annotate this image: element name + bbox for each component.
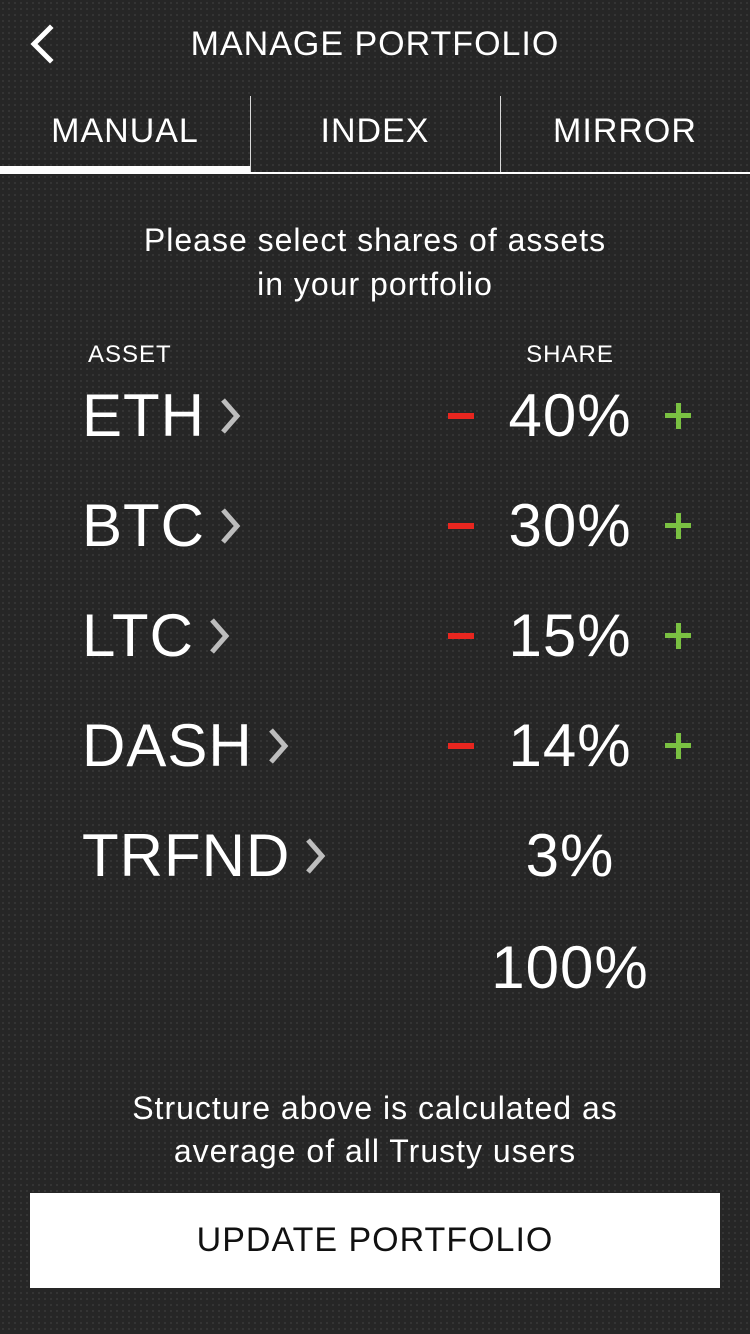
chevron-left-icon xyxy=(30,24,54,64)
tab-mirror[interactable]: MIRROR xyxy=(500,88,750,174)
chevron-right-icon xyxy=(221,398,241,434)
increase-eth-button[interactable] xyxy=(656,376,700,456)
asset-row-dash: DASH 14% xyxy=(0,706,750,786)
increase-dash-button[interactable] xyxy=(656,706,700,786)
increase-ltc-button[interactable] xyxy=(656,596,700,676)
asset-name: BTC xyxy=(82,492,205,559)
share-value: 30% xyxy=(508,492,632,559)
footer-note-line-1: Structure above is calculated as xyxy=(132,1090,618,1126)
asset-name: ETH xyxy=(82,382,205,449)
asset-eth-button[interactable]: ETH xyxy=(82,376,245,456)
share-value: 14% xyxy=(508,712,632,779)
back-button[interactable] xyxy=(22,22,66,66)
share-column-header: SHARE xyxy=(526,341,614,368)
asset-name: TRFND xyxy=(82,822,291,889)
instructions: Please select shares of assets in your p… xyxy=(0,218,750,306)
decrease-ltc-button[interactable] xyxy=(440,596,484,676)
page-title: MANAGE PORTFOLIO xyxy=(190,25,560,63)
asset-dash-button[interactable]: DASH xyxy=(82,706,293,786)
asset-row-ltc: LTC 15% xyxy=(0,596,750,676)
chevron-right-icon xyxy=(306,838,326,874)
asset-row-eth: ETH 40% xyxy=(0,376,750,456)
footer-note-line-2: average of all Trusty users xyxy=(173,1133,577,1169)
update-portfolio-button[interactable]: UPDATE PORTFOLIO xyxy=(30,1193,720,1288)
tab-index[interactable]: INDEX xyxy=(250,88,500,174)
tab-manual[interactable]: MANUAL xyxy=(0,88,250,174)
asset-name: LTC xyxy=(82,602,194,669)
total-share: 100% xyxy=(491,934,649,1001)
increase-btc-button[interactable] xyxy=(656,486,700,566)
instructions-line-2: in your portfolio xyxy=(257,266,493,302)
chevron-right-icon xyxy=(221,508,241,544)
asset-name: DASH xyxy=(82,712,253,779)
asset-ltc-button[interactable]: LTC xyxy=(82,596,234,676)
asset-trfnd-button[interactable]: TRFND xyxy=(82,816,330,896)
asset-btc-button[interactable]: BTC xyxy=(82,486,245,566)
share-value: 15% xyxy=(508,602,632,669)
instructions-line-1: Please select shares of assets xyxy=(143,222,607,258)
share-value: 40% xyxy=(508,382,632,449)
share-value: 3% xyxy=(525,822,615,889)
decrease-btc-button[interactable] xyxy=(440,486,484,566)
asset-row-trfnd: TRFND 3% xyxy=(0,816,750,896)
asset-column-header: ASSET xyxy=(88,341,172,368)
decrease-eth-button[interactable] xyxy=(440,376,484,456)
tab-bar: MANUAL INDEX MIRROR xyxy=(0,88,750,174)
chevron-right-icon xyxy=(210,618,230,654)
decrease-dash-button[interactable] xyxy=(440,706,484,786)
header: MANAGE PORTFOLIO xyxy=(0,0,750,88)
asset-row-btc: BTC 30% xyxy=(0,486,750,566)
footer-note: Structure above is calculated as average… xyxy=(0,1087,750,1173)
chevron-right-icon xyxy=(268,728,289,764)
